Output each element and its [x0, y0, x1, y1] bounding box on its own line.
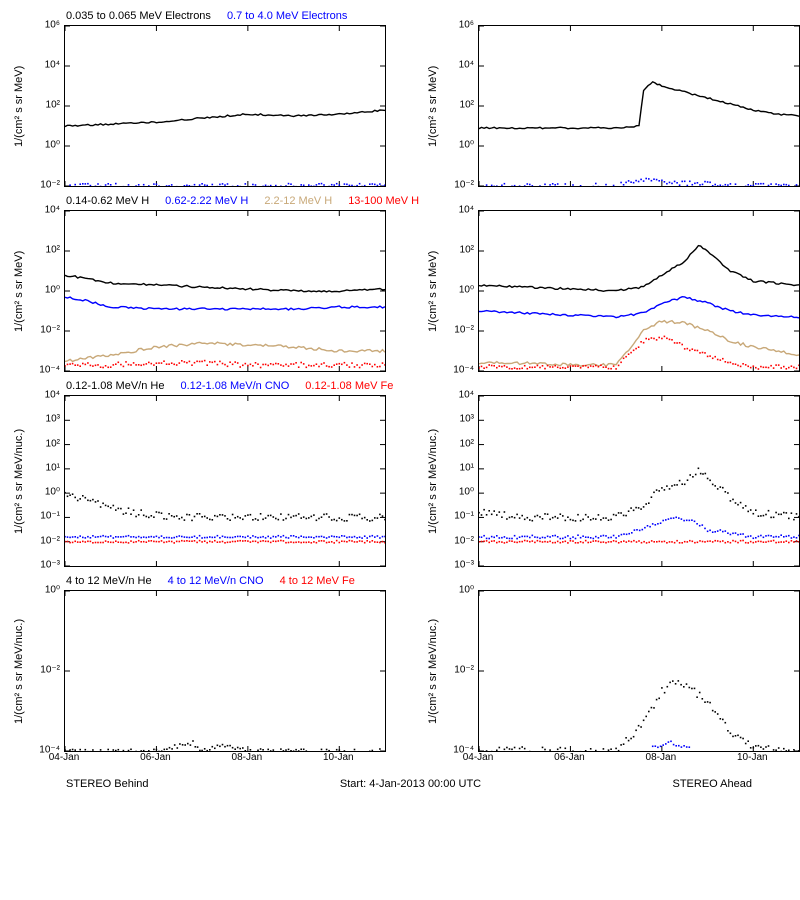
legend-item: 0.62-2.22 MeV H — [165, 195, 248, 210]
y-tick-label: 10³ — [460, 414, 474, 425]
y-tick-label: 10⁴ — [459, 390, 474, 401]
y-tick-label: 10⁻² — [40, 535, 60, 546]
y-tick-label: 10⁶ — [45, 20, 60, 31]
legend-item: 0.12-1.08 MeV/n CNO — [180, 380, 289, 395]
data-series-line — [65, 297, 385, 310]
data-series-line — [65, 275, 385, 292]
data-series-line — [479, 246, 799, 292]
label-stereo-behind: STEREO Behind — [66, 778, 149, 790]
y-tick-label: 10⁻⁴ — [39, 365, 60, 376]
y-tick-label: 10⁰ — [45, 285, 60, 296]
y-tick-label: 10⁻¹ — [40, 511, 60, 522]
x-tick-label: 10-Jan — [323, 752, 354, 763]
data-series-line — [479, 297, 799, 318]
y-tick-label: 10⁰ — [459, 285, 474, 296]
legend-item: 2.2-12 MeV H — [264, 195, 332, 210]
plot-area — [64, 25, 386, 187]
chart-panel: 10⁻²10⁰10²10⁴10⁶ — [64, 25, 386, 187]
y-tick-label: 10¹ — [460, 462, 474, 473]
legend-item: 4 to 12 MeV/n He — [66, 575, 152, 590]
y-tick-label: 10² — [460, 245, 474, 256]
y-tick-label: 10⁰ — [459, 140, 474, 151]
y-tick-label: 10⁻² — [40, 665, 60, 676]
y-tick-label: 10² — [460, 438, 474, 449]
y-tick-label: 10⁰ — [45, 585, 60, 596]
x-tick-label: 06-Jan — [554, 752, 585, 763]
x-tick-label: 10-Jan — [737, 752, 768, 763]
label-stereo-ahead: STEREO Ahead — [672, 778, 752, 790]
y-tick-label: 10³ — [46, 414, 60, 425]
y-tick-label: 10⁻² — [40, 180, 60, 191]
legend-row: 0.14-0.62 MeV H 0.62-2.22 MeV H 2.2-12 MeV… — [10, 195, 790, 210]
y-tick-label: 10⁴ — [45, 60, 60, 71]
plot-area — [478, 395, 800, 567]
data-series-line — [479, 321, 799, 367]
x-tick-label: 08-Jan — [232, 752, 263, 763]
legend-item: 4 to 12 MeV Fe — [280, 575, 355, 590]
legend-item: 0.035 to 0.065 MeV Electrons — [66, 10, 211, 25]
y-tick-label: 10⁻² — [454, 535, 474, 546]
y-tick-label: 10⁰ — [459, 487, 474, 498]
y-tick-label: 10⁴ — [459, 205, 474, 216]
y-tick-label: 10⁰ — [459, 585, 474, 596]
y-tick-label: 10⁻⁴ — [453, 365, 474, 376]
y-tick-label: 10⁻² — [40, 325, 60, 336]
y-tick-label: 10⁻¹ — [454, 511, 474, 522]
data-series-line — [479, 82, 799, 129]
plot-area — [478, 210, 800, 372]
y-tick-label: 10² — [46, 438, 60, 449]
legend-item: 0.14-0.62 MeV H — [66, 195, 149, 210]
y-tick-label: 10⁶ — [459, 20, 474, 31]
legend-item: 0.12-1.08 MeV/n He — [66, 380, 164, 395]
chart-panel: 10⁻⁴10⁻²10⁰10²10⁴ — [64, 210, 386, 372]
plot-area — [64, 210, 386, 372]
legend-item: 13-100 MeV H — [348, 195, 419, 210]
chart-panel: 10⁻³10⁻²10⁻¹10⁰10¹10²10³10⁴ — [64, 395, 386, 567]
plot-area — [64, 590, 386, 752]
legend-row: 0.035 to 0.065 MeV Electrons 0.7 to 4.0 M… — [10, 10, 790, 25]
plot-area — [478, 25, 800, 187]
y-tick-label: 10² — [46, 100, 60, 111]
chart-panel: 10⁻⁴10⁻²10⁰04-Jan06-Jan08-Jan10-Jan — [478, 590, 800, 752]
chart-panel: 10⁻⁴10⁻²10⁰04-Jan06-Jan08-Jan10-Jan — [64, 590, 386, 752]
chart-panel: 10⁻²10⁰10²10⁴10⁶ — [478, 25, 800, 187]
y-tick-label: 10⁴ — [45, 205, 60, 216]
plot-area — [478, 590, 800, 752]
legend-item: 0.7 to 4.0 MeV Electrons — [227, 10, 347, 25]
x-tick-label: 04-Jan — [463, 752, 494, 763]
y-tick-label: 10⁻² — [454, 180, 474, 191]
y-tick-label: 10⁻³ — [40, 560, 60, 571]
x-tick-label: 08-Jan — [646, 752, 677, 763]
legend-row: 0.12-1.08 MeV/n He 0.12-1.08 MeV/n CNO 0.1… — [10, 380, 790, 395]
chart-row: 1/(cm² s sr MeV)10⁻⁴10⁻²10⁰10²10⁴1/(cm² … — [10, 210, 790, 372]
y-tick-label: 10⁻³ — [454, 560, 474, 571]
chart-row: 1/(cm² s sr MeV/nuc.)10⁻⁴10⁻²10⁰04-Jan06… — [10, 590, 790, 752]
y-tick-label: 10⁴ — [459, 60, 474, 71]
y-tick-label: 10¹ — [46, 462, 60, 473]
chart-row: 1/(cm² s sr MeV/nuc.)10⁻³10⁻²10⁻¹10⁰10¹1… — [10, 395, 790, 567]
x-tick-label: 04-Jan — [49, 752, 80, 763]
y-tick-label: 10⁻² — [454, 325, 474, 336]
stereo-figure: 0.035 to 0.065 MeV Electrons 0.7 to 4.0 M… — [10, 10, 790, 790]
y-tick-label: 10² — [46, 245, 60, 256]
y-tick-label: 10⁰ — [45, 487, 60, 498]
label-start-time: Start: 4-Jan-2013 00:00 UTC — [340, 778, 481, 790]
y-tick-label: 10⁻² — [454, 665, 474, 676]
chart-panel: 10⁻⁴10⁻²10⁰10²10⁴ — [478, 210, 800, 372]
y-tick-label: 10² — [460, 100, 474, 111]
y-tick-label: 10⁴ — [45, 390, 60, 401]
data-series-line — [65, 110, 385, 127]
data-series-line — [65, 342, 385, 361]
plot-area — [64, 395, 386, 567]
x-tick-label: 06-Jan — [140, 752, 171, 763]
legend-item: 0.12-1.08 MeV Fe — [305, 380, 393, 395]
y-tick-label: 10⁰ — [45, 140, 60, 151]
legend-row: 4 to 12 MeV/n He 4 to 12 MeV/n CNO 4 to 12… — [10, 575, 790, 590]
chart-panel: 10⁻³10⁻²10⁻¹10⁰10¹10²10³10⁴ — [478, 395, 800, 567]
legend-item: 4 to 12 MeV/n CNO — [168, 575, 264, 590]
chart-row: 1/(cm² s sr MeV)10⁻²10⁰10²10⁴10⁶1/(cm² s… — [10, 25, 790, 187]
